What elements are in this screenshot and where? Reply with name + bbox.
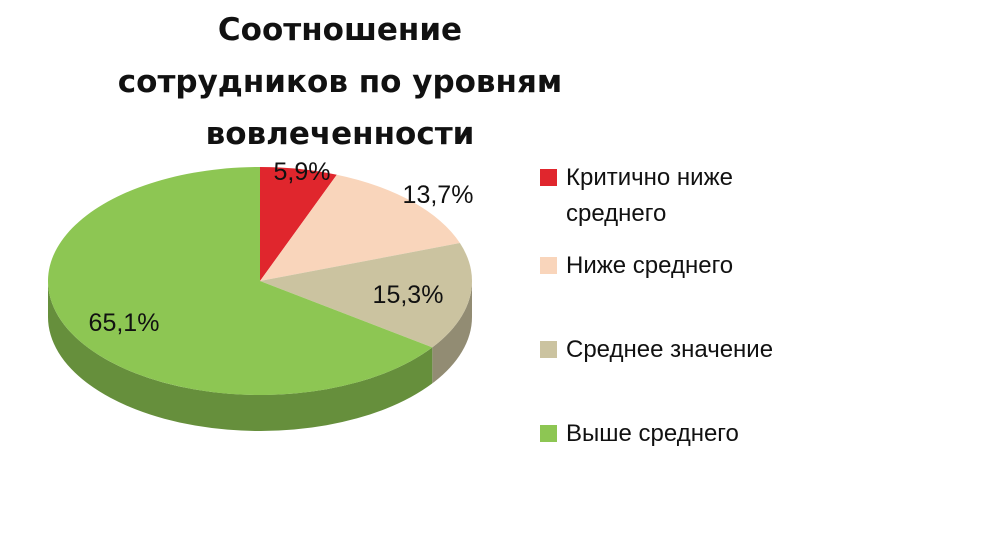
pie-label-critical: 5,9%: [274, 158, 331, 186]
legend-swatch-critical: [540, 169, 557, 186]
legend-swatch-average: [540, 341, 557, 358]
pie-label-group: 5,9% 13,7% 15,3% 65,1%: [89, 158, 474, 337]
legend-item-average: Среднее значение: [540, 332, 826, 368]
chart-title: Соотношение сотрудников по уровням вовле…: [117, 12, 563, 152]
pie-top-group: [48, 167, 473, 395]
pie-slice-below: [260, 174, 460, 281]
pie-label-average: 15,3%: [373, 281, 444, 309]
legend-item-below: Ниже среднего: [540, 248, 826, 284]
pie-label-above: 65,1%: [89, 309, 160, 337]
legend-swatch-above: [540, 425, 557, 442]
legend-swatch-below: [540, 257, 557, 274]
legend-item-above: Выше среднего: [540, 416, 826, 452]
legend-label-critical: Критично ниже среднего: [566, 164, 733, 227]
legend-label-below: Ниже среднего: [566, 252, 734, 279]
legend-label-average: Среднее значение: [566, 336, 774, 363]
pie-side-average: [432, 281, 472, 384]
pie-slice-critical: [260, 167, 337, 281]
legend-item-critical: Критично ниже среднего: [540, 160, 826, 232]
pie-side-group: [48, 281, 472, 431]
pie-slice-average: [260, 243, 473, 348]
legend-label-above: Выше среднего: [566, 420, 739, 447]
pie-slice-above: [48, 167, 433, 395]
pie-label-below: 13,7%: [403, 181, 474, 209]
pie-side-above: [48, 281, 433, 431]
